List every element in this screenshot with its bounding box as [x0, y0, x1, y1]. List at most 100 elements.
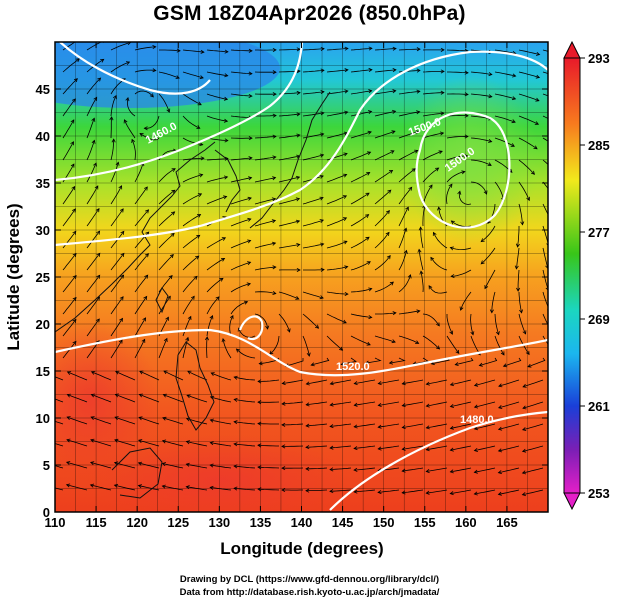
streamline — [278, 220, 300, 227]
streamline-arrow — [534, 121, 540, 125]
streamline — [374, 189, 392, 205]
streamline — [158, 168, 176, 183]
streamline — [91, 371, 112, 381]
streamline-arrow — [176, 48, 181, 53]
streamline-arrow — [455, 349, 460, 354]
streamline-arrow — [114, 416, 119, 421]
streamline-arrow — [519, 309, 523, 314]
streamline-arrow — [286, 328, 291, 333]
streamline — [398, 207, 409, 227]
streamline-arrow — [457, 190, 462, 195]
streamline — [402, 379, 424, 385]
streamline-arrow — [497, 448, 503, 453]
streamline-arrow — [552, 196, 555, 200]
streamline — [326, 174, 347, 183]
streamline — [446, 135, 468, 139]
streamline-arrow — [209, 441, 214, 446]
streamline — [422, 335, 440, 350]
streamline-arrow — [200, 156, 205, 161]
streamline-arrow — [314, 324, 320, 329]
streamline — [430, 257, 448, 271]
streamline-arrow — [319, 295, 324, 300]
streamline — [138, 439, 160, 447]
streamline — [162, 440, 184, 447]
streamline-arrow — [115, 370, 120, 375]
streamline-arrow — [90, 393, 95, 398]
streamline — [182, 214, 201, 227]
streamline-arrow — [305, 381, 310, 386]
streamline-arrow — [91, 117, 96, 122]
streamline-arrow — [329, 445, 334, 450]
coast-taiwan — [155, 287, 169, 314]
streamline — [455, 357, 474, 366]
streamline — [230, 261, 251, 271]
streamline — [350, 151, 371, 161]
streamline-arrow — [367, 110, 373, 114]
streamline-arrow — [391, 339, 396, 344]
streamline — [398, 228, 407, 249]
streamline — [254, 198, 276, 205]
streamline-arrow — [344, 68, 349, 73]
streamline-arrow — [392, 68, 397, 73]
streamline — [326, 111, 348, 117]
streamline — [115, 394, 136, 403]
streamline-arrow — [258, 361, 263, 366]
streamline — [402, 467, 424, 472]
streamline — [433, 232, 448, 249]
x-tick-label: 165 — [496, 515, 518, 530]
streamline-arrow — [448, 183, 453, 188]
streamline — [350, 313, 372, 318]
streamline — [110, 339, 123, 359]
streamline-arrow — [342, 319, 347, 324]
streamline — [278, 198, 300, 205]
streamline — [330, 445, 352, 449]
streamline-arrow — [247, 196, 252, 201]
streamline — [542, 291, 548, 308]
streamline-arrow — [209, 463, 214, 468]
streamline-arrow — [464, 113, 469, 118]
streamline — [138, 485, 160, 491]
coastlines — [55, 91, 331, 499]
streamline — [206, 237, 226, 249]
streamline — [470, 71, 492, 75]
streamline-arrow — [521, 427, 527, 431]
streamline-arrow — [305, 445, 310, 450]
streamline — [134, 296, 148, 315]
streamline-arrow — [425, 490, 430, 495]
streamline — [86, 140, 95, 161]
streamline — [110, 296, 124, 315]
streamline — [211, 372, 232, 381]
streamline-arrow — [388, 169, 394, 174]
streamline — [230, 301, 248, 315]
streamline-arrow — [377, 424, 382, 429]
streamline — [234, 465, 256, 469]
streamline — [62, 208, 76, 227]
coast-korea — [214, 149, 241, 213]
streamline-arrow — [93, 96, 98, 101]
streamline-arrow — [480, 260, 485, 265]
streamline — [254, 136, 276, 139]
streamline — [518, 203, 523, 225]
streamline — [55, 465, 64, 469]
streamline-arrow — [145, 231, 150, 236]
streamline — [378, 423, 400, 428]
streamline — [158, 189, 176, 205]
streamline — [426, 489, 448, 494]
contour-1460 — [59, 42, 211, 95]
streamline-arrow — [115, 161, 120, 166]
streamline-arrow — [484, 284, 489, 290]
credits: Drawing by DCL (https://www.gfd-dennou.o… — [0, 574, 619, 599]
streamline-arrow — [144, 253, 149, 258]
streamline — [62, 141, 74, 161]
streamline — [90, 484, 112, 491]
streamline — [62, 297, 77, 315]
streamline — [494, 137, 515, 147]
streamline-arrow — [223, 96, 229, 101]
streamline-arrow — [521, 448, 527, 453]
streamline-arrow — [247, 261, 252, 266]
streamline-arrow — [73, 78, 78, 83]
contour-low-ring — [415, 111, 511, 229]
streamline — [402, 445, 424, 450]
streamline — [114, 439, 136, 447]
streamline-arrow — [386, 255, 391, 260]
